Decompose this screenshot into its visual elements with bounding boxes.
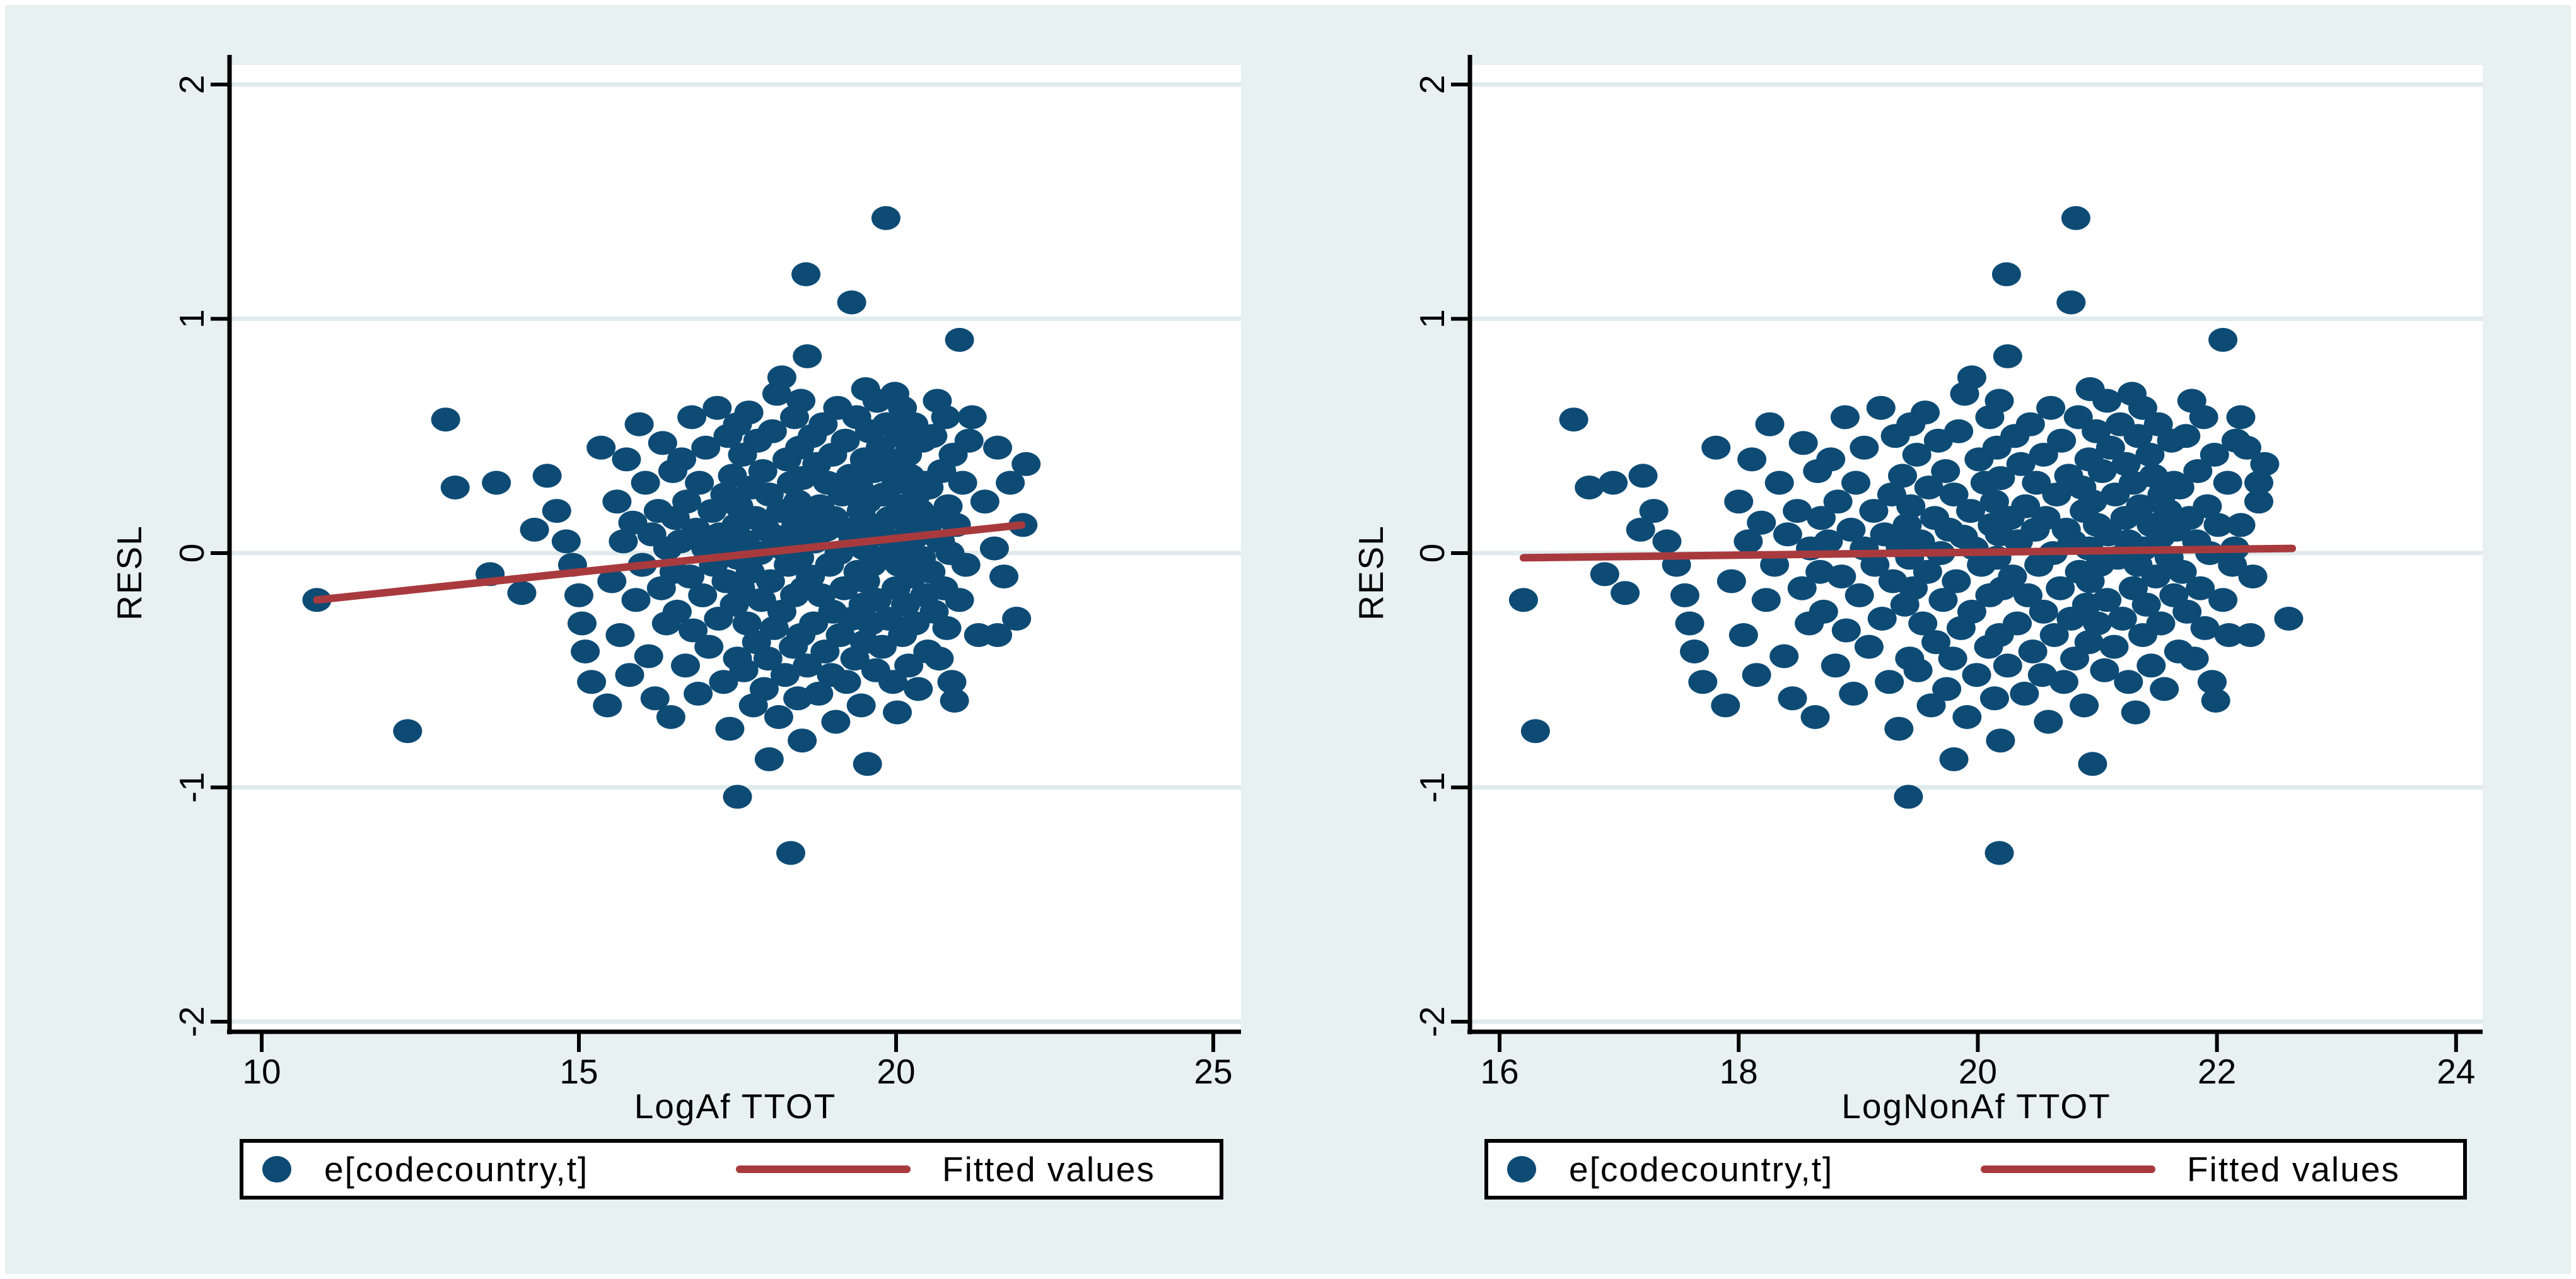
svg-text:18: 18 <box>1720 1052 1758 1091</box>
svg-text:20: 20 <box>877 1052 915 1091</box>
svg-text:0: 0 <box>172 544 211 563</box>
svg-text:22: 22 <box>2198 1052 2236 1091</box>
svg-text:-2: -2 <box>1413 1007 1452 1037</box>
scatter-marker-icon <box>262 1156 291 1183</box>
svg-text:0: 0 <box>1413 544 1452 563</box>
fitted-line-icon <box>1981 1165 2155 1173</box>
legend-scatter-label: e[codecountry,t] <box>324 1150 589 1189</box>
svg-text:-2: -2 <box>172 1007 211 1037</box>
legend-line-label: Fitted values <box>942 1150 1155 1189</box>
y-axis-title-right-panel: RESL <box>1351 525 1390 621</box>
legend-left-panel: e[codecountry,t] Fitted values <box>240 1139 1223 1200</box>
x-axis-title-right-panel: LogNonAf TTOT <box>1841 1087 2111 1126</box>
svg-text:20: 20 <box>1959 1052 1997 1091</box>
svg-text:25: 25 <box>1194 1052 1232 1091</box>
svg-text:16: 16 <box>1480 1052 1518 1091</box>
svg-text:1: 1 <box>1413 309 1452 329</box>
fitted-line-icon <box>736 1165 911 1173</box>
x-axis-title-left-panel: LogAf TTOT <box>634 1087 837 1126</box>
svg-text:-1: -1 <box>1413 772 1452 803</box>
legend-scatter-label: e[codecountry,t] <box>1569 1150 1834 1189</box>
svg-text:15: 15 <box>559 1052 598 1091</box>
legend-right-panel: e[codecountry,t] Fitted values <box>1484 1139 2467 1200</box>
svg-text:-1: -1 <box>172 772 211 803</box>
svg-text:1: 1 <box>172 309 211 329</box>
legend-line-label: Fitted values <box>2187 1150 2400 1189</box>
svg-text:10: 10 <box>242 1052 281 1091</box>
scatter-marker-icon <box>1507 1156 1536 1183</box>
svg-text:24: 24 <box>2437 1052 2475 1091</box>
svg-text:2: 2 <box>1413 75 1452 95</box>
y-axis-title-left-panel: RESL <box>110 525 149 621</box>
svg-text:2: 2 <box>172 75 211 95</box>
